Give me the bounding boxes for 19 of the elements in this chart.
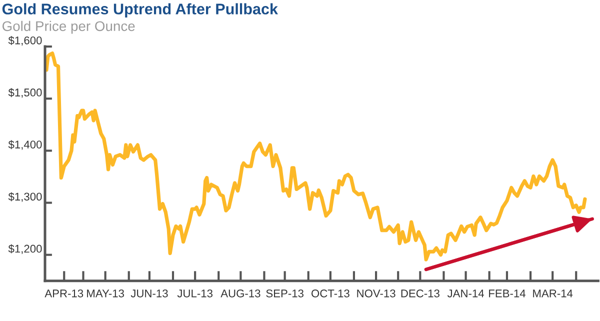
chart-title: Gold Resumes Uptrend After Pullback: [2, 3, 278, 18]
x-tick-label: AUG-13: [220, 290, 260, 298]
x-tick-label: JUN-13: [130, 290, 168, 298]
x-tick-label: MAY-13: [87, 290, 124, 298]
chart-subtitle: Gold Price per Ounce: [2, 20, 135, 34]
x-tick-label: APR-13: [44, 290, 84, 298]
x-tick-label: NOV-13: [357, 290, 396, 298]
x-tick-label: JUL-13: [177, 290, 212, 298]
y-tick-label: $1,400: [8, 140, 42, 150]
x-tick-label: SEP-13: [266, 290, 304, 298]
y-tick-label: $1,300: [8, 192, 42, 202]
x-tick-label: DEC-13: [401, 290, 440, 298]
y-tick-label: $1,200: [8, 244, 42, 254]
x-tick-label: JAN-14: [447, 290, 484, 298]
x-tick-label: FEB-14: [489, 290, 526, 298]
y-tick-label: $1,500: [8, 88, 42, 98]
x-tick-label: OCT-13: [312, 290, 350, 298]
x-tick-label: MAR-14: [533, 290, 573, 298]
y-tick-label: $1,600: [8, 36, 42, 46]
